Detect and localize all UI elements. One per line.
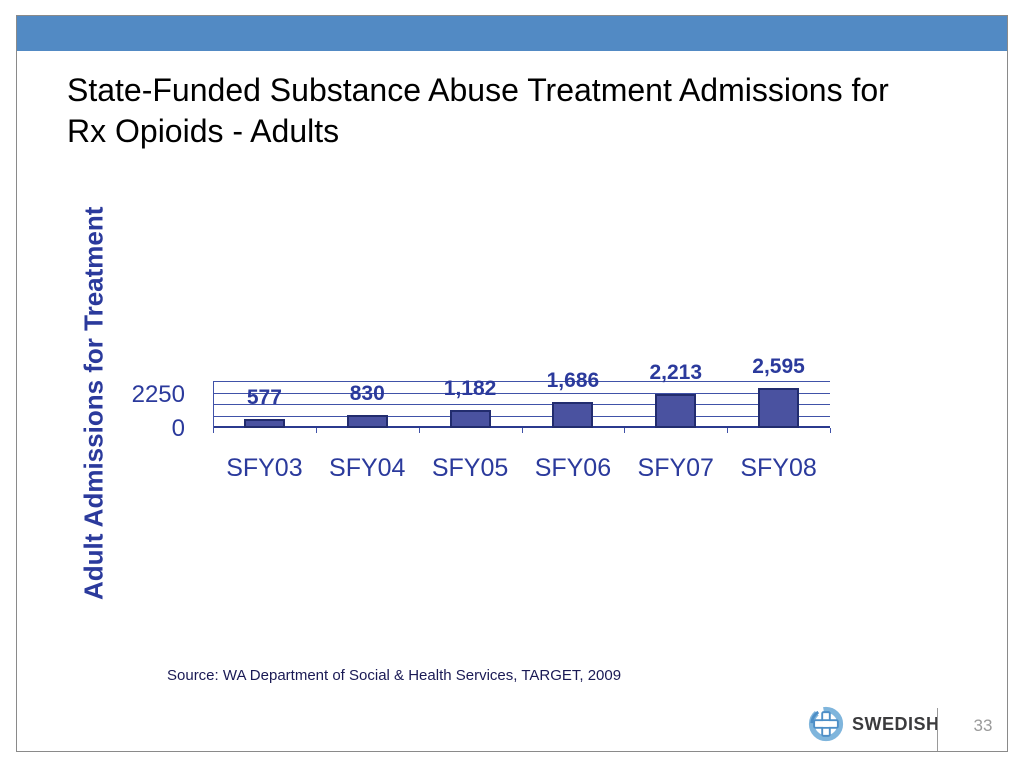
x-label-sfy07: SFY07 xyxy=(637,454,714,482)
value-label-sfy08: 2,595 xyxy=(752,355,805,379)
y-tick-label-0: 0 xyxy=(171,415,185,442)
x-axis-tick xyxy=(727,428,729,433)
x-axis-tick xyxy=(315,428,317,433)
bar-sfy03 xyxy=(243,419,285,428)
y-tick-label-2250: 2250 xyxy=(131,380,185,408)
slide-title-line-1: State-Funded Substance Abuse Treatment A… xyxy=(67,72,889,108)
slide-title-line-2: Rx Opioids - Adults xyxy=(67,113,340,149)
footer-divider xyxy=(937,708,938,751)
bar-sfy07 xyxy=(655,394,697,428)
value-label-sfy05: 1,182 xyxy=(443,376,497,400)
gridline xyxy=(213,392,830,394)
value-label-sfy04: 830 xyxy=(349,382,385,406)
slide-title: State-Funded Substance Abuse Treatment A… xyxy=(67,70,977,152)
bar-sfy08 xyxy=(758,388,800,428)
x-axis-tick xyxy=(213,428,214,433)
value-label-sfy07: 2,213 xyxy=(649,361,703,385)
x-axis-tick xyxy=(521,428,523,433)
y-axis-line xyxy=(213,382,214,433)
bar-sfy04 xyxy=(346,415,388,428)
plot-area: 577 830 1,182 1,686 2,213 2,595 xyxy=(213,356,831,433)
x-label-sfy05: SFY05 xyxy=(431,454,509,482)
gridline xyxy=(213,415,830,417)
cross-in-circle-icon xyxy=(808,706,844,742)
bar-sfy05 xyxy=(449,409,491,428)
x-axis-baseline xyxy=(213,426,830,428)
x-axis-labels: SFY03 SFY04 SFY05 SFY06 SFY07 SFY08 xyxy=(213,454,830,486)
x-label-sfy03: SFY03 xyxy=(226,454,303,482)
gridline xyxy=(213,404,830,405)
x-axis-tick xyxy=(830,428,831,433)
source-line: Source: WA Department of Social & Health… xyxy=(167,667,622,684)
gridline xyxy=(213,381,830,382)
x-label-sfy08: SFY08 xyxy=(740,454,817,482)
x-axis-tick xyxy=(418,428,420,433)
x-label-sfy04: SFY04 xyxy=(329,454,406,482)
bar-sfy06 xyxy=(552,402,594,428)
brand-wordmark: SWEDISH xyxy=(852,714,940,734)
value-label-sfy06: 1,686 xyxy=(546,369,600,393)
slide: State-Funded Substance Abuse Treatment A… xyxy=(16,15,1008,752)
slide-header-bar xyxy=(17,16,1007,51)
x-axis-tick xyxy=(624,428,626,433)
value-label-sfy03: 577 xyxy=(246,386,282,410)
x-label-sfy06: SFY06 xyxy=(534,454,612,482)
page-number: 33 xyxy=(973,716,993,735)
